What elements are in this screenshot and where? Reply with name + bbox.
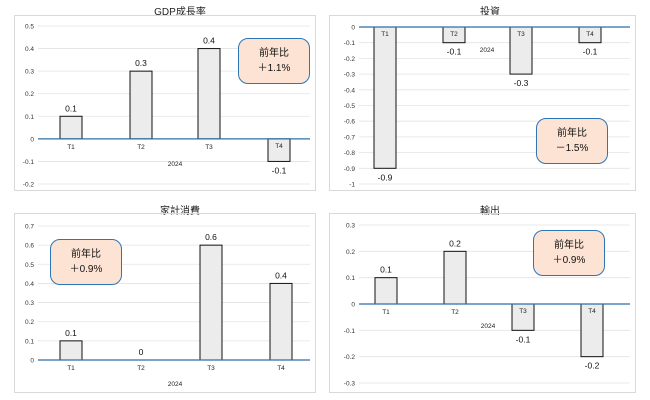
yoy-note-value: ＋0.9%	[552, 255, 586, 266]
x-tick-label: T1	[381, 31, 389, 38]
x-tick-label: T4	[586, 31, 594, 38]
y-tick-label: -0.2	[344, 354, 356, 361]
x-tick-label: T3	[205, 144, 213, 151]
data-label: 0.1	[65, 328, 77, 338]
yoy-note-value: ＋1.1%	[257, 63, 291, 74]
y-tick-label: 0	[351, 25, 355, 32]
yoy-note-exports: 前年比 ＋0.9%	[533, 230, 605, 276]
x-tick-label: T4	[588, 308, 596, 315]
y-tick-label: -1	[349, 182, 355, 189]
y-tick-label: 0.7	[25, 224, 34, 231]
bar-t1	[374, 277, 398, 305]
y-tick-label: 0	[351, 302, 355, 309]
y-tick-label: -0.8	[344, 150, 356, 157]
x-group-label: 2024	[168, 381, 183, 388]
chart-frame-exports	[329, 213, 636, 393]
data-label: -0.1	[272, 165, 287, 175]
x-tick-label: T4	[277, 365, 285, 372]
y-tick-label: -0.2	[23, 182, 35, 189]
y-tick-label: 0.2	[25, 91, 34, 98]
yoy-note-gdp: 前年比 ＋1.1%	[238, 38, 310, 84]
y-tick-label: 0.1	[346, 275, 355, 282]
x-tick-label: T3	[517, 31, 525, 38]
y-tick-label: 0.3	[25, 300, 34, 307]
y-tick-label: 0.3	[25, 69, 34, 76]
data-label: 0.4	[275, 270, 287, 280]
y-tick-label: -0.3	[344, 72, 356, 79]
x-group-label: 2024	[480, 47, 495, 54]
y-tick-label: 0.1	[25, 114, 34, 121]
chart-title-gdp: GDP成長率	[154, 7, 206, 18]
y-tick-label: 0.3	[346, 223, 355, 230]
y-tick-label: -0.6	[344, 119, 356, 126]
y-tick-label: 0	[30, 136, 34, 143]
y-tick-label: 0.5	[25, 24, 34, 31]
y-tick-label: 0.2	[346, 249, 355, 256]
y-tick-label: -0.5	[344, 103, 356, 110]
chart-title-consumption: 家計消費	[160, 206, 200, 217]
chart-frame-investment	[329, 15, 636, 191]
y-tick-label: -0.3	[344, 381, 356, 388]
y-tick-label: 0.1	[25, 338, 34, 345]
data-label: 0.4	[203, 36, 215, 46]
data-label: -0.1	[516, 334, 531, 344]
bar-t2	[443, 250, 467, 305]
y-tick-label: -0.7	[344, 134, 356, 141]
y-tick-label: -0.1	[23, 159, 35, 166]
data-label: 0.2	[449, 238, 461, 248]
y-tick-label: -0.9	[344, 166, 356, 173]
data-label: -0.2	[585, 361, 600, 371]
y-tick-label: 0.2	[25, 319, 34, 326]
y-tick-label: 0	[30, 358, 34, 365]
yoy-note-investment: 前年比 －1.5%	[536, 118, 608, 164]
chart-frame-consumption	[14, 213, 316, 393]
x-tick-label: T1	[382, 309, 390, 316]
yoy-note-label: 前年比	[557, 128, 587, 139]
y-tick-label: 0.4	[25, 46, 34, 53]
yoy-note-label: 前年比	[259, 48, 289, 59]
yoy-note-label: 前年比	[554, 240, 584, 251]
y-tick-label: -0.1	[344, 328, 356, 335]
y-tick-label: -0.2	[344, 56, 356, 63]
chart-title-investment: 投資	[480, 7, 500, 18]
data-label: 0.6	[205, 232, 217, 242]
data-label: -0.9	[378, 172, 393, 182]
yoy-note-value: －1.5%	[555, 143, 589, 154]
y-tick-label: 0.4	[25, 281, 34, 288]
data-label: 0.1	[65, 103, 77, 113]
data-label: 0	[139, 347, 144, 357]
data-label: 0.3	[135, 58, 147, 68]
x-group-label: 2024	[168, 161, 183, 168]
x-tick-label: T2	[451, 309, 459, 316]
data-label: -0.1	[583, 47, 598, 57]
x-tick-label: T2	[137, 365, 145, 372]
x-tick-label: T1	[67, 144, 75, 151]
x-tick-label: T2	[450, 31, 458, 38]
chart-title-exports: 輸出	[480, 206, 500, 217]
x-group-label: 2024	[481, 323, 496, 330]
x-tick-label: T1	[67, 365, 75, 372]
y-tick-label: -0.4	[344, 87, 356, 94]
chart-frame-gdp	[14, 15, 316, 191]
y-tick-label: 0.5	[25, 262, 34, 269]
x-tick-label: T3	[207, 365, 215, 372]
x-tick-label: T3	[519, 308, 527, 315]
yoy-note-consumption: 前年比 ＋0.9%	[50, 239, 122, 285]
data-label: -0.3	[514, 78, 529, 88]
yoy-note-value: ＋0.9%	[69, 264, 103, 275]
data-label: 0.1	[380, 265, 392, 275]
data-label: -0.1	[447, 47, 462, 57]
y-tick-label: 0.6	[25, 243, 34, 250]
x-tick-label: T2	[137, 144, 145, 151]
x-tick-label: T4	[275, 143, 283, 150]
y-tick-label: -0.1	[344, 40, 356, 47]
yoy-note-label: 前年比	[71, 249, 101, 260]
